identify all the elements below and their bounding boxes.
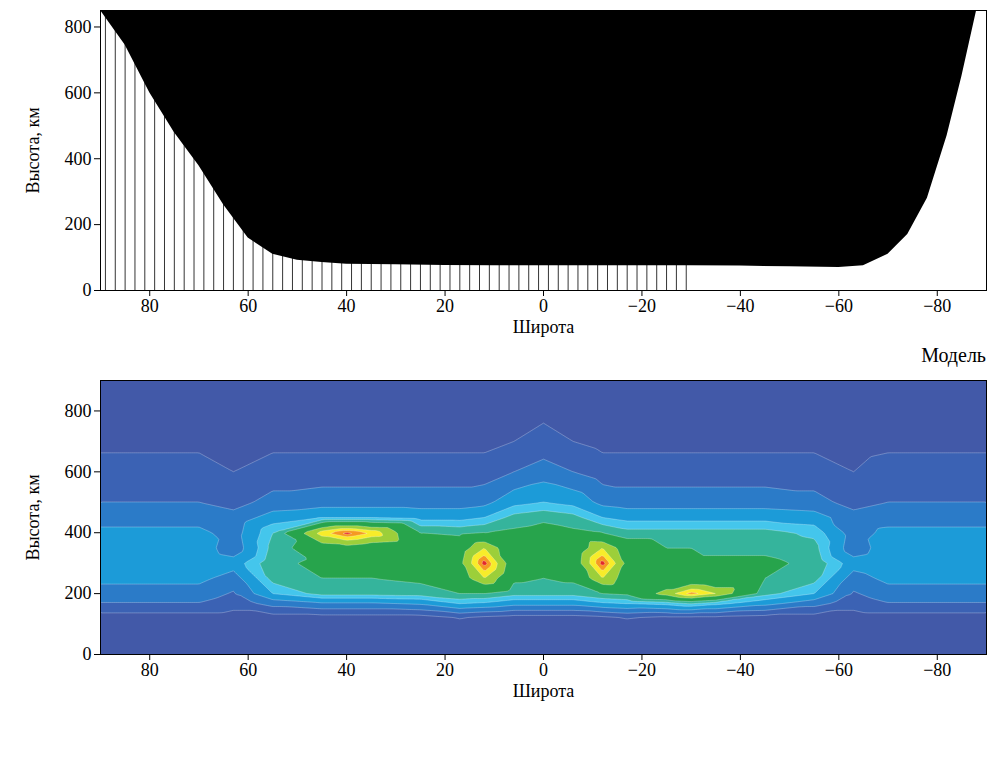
svg-text:20: 20 bbox=[436, 660, 454, 680]
svg-text:−20: −20 bbox=[628, 660, 656, 680]
svg-text:600: 600 bbox=[65, 83, 92, 103]
svg-text:Широта: Широта bbox=[513, 317, 575, 337]
svg-text:−20: −20 bbox=[628, 296, 656, 316]
svg-text:Высота, км: Высота, км bbox=[23, 107, 43, 193]
svg-text:40: 40 bbox=[338, 296, 356, 316]
svg-text:−80: −80 bbox=[923, 660, 951, 680]
svg-text:60: 60 bbox=[239, 296, 257, 316]
svg-text:40: 40 bbox=[338, 660, 356, 680]
svg-text:600: 600 bbox=[65, 462, 92, 482]
svg-text:0: 0 bbox=[83, 280, 92, 300]
svg-text:80: 80 bbox=[141, 296, 159, 316]
svg-text:0: 0 bbox=[539, 660, 548, 680]
svg-text:800: 800 bbox=[65, 17, 92, 37]
html-text:Модель: Модель bbox=[921, 344, 986, 366]
svg-text:60: 60 bbox=[239, 660, 257, 680]
svg-text:Широта: Широта bbox=[513, 681, 575, 701]
svg-text:400: 400 bbox=[65, 522, 92, 542]
svg-text:−40: −40 bbox=[726, 296, 754, 316]
svg-text:20: 20 bbox=[436, 296, 454, 316]
svg-text:200: 200 bbox=[65, 583, 92, 603]
svg-text:−60: −60 bbox=[825, 660, 853, 680]
svg-text:400: 400 bbox=[65, 148, 92, 168]
svg-text:800: 800 bbox=[65, 401, 92, 421]
svg-text:80: 80 bbox=[141, 660, 159, 680]
svg-text:−60: −60 bbox=[825, 296, 853, 316]
svg-text:Высота, км: Высота, км bbox=[23, 474, 43, 560]
svg-text:0: 0 bbox=[539, 296, 548, 316]
svg-text:−80: −80 bbox=[923, 296, 951, 316]
svg-text:0: 0 bbox=[83, 644, 92, 664]
svg-text:−40: −40 bbox=[726, 660, 754, 680]
svg-text:200: 200 bbox=[65, 214, 92, 234]
